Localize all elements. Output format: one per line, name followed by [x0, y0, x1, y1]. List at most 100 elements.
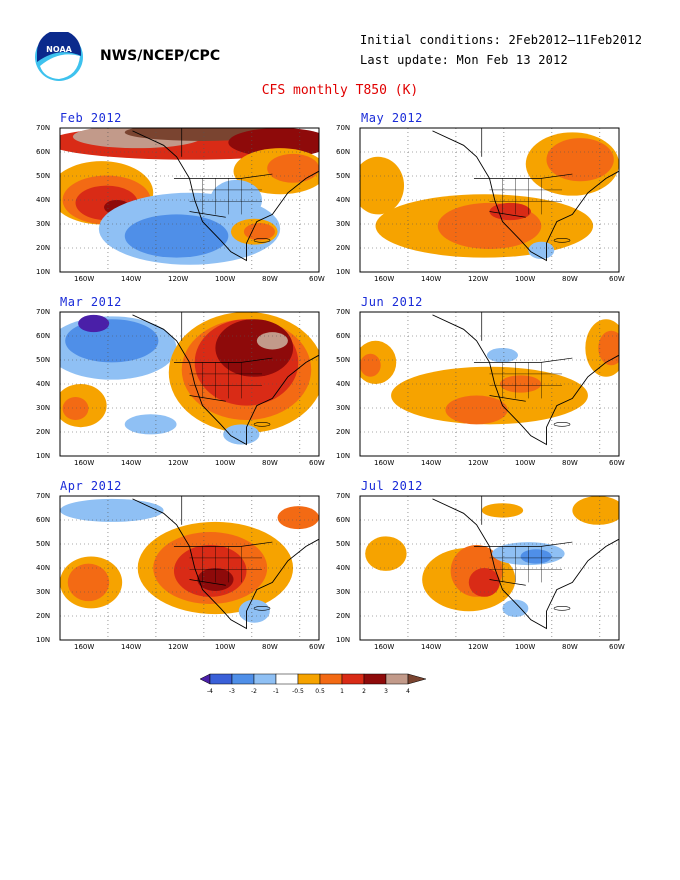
panel-title-may: May 2012	[361, 111, 423, 125]
anomaly-area	[223, 424, 260, 445]
lon-label: 120W	[468, 643, 489, 651]
lat-label: 30N	[336, 220, 351, 228]
anomaly-area	[267, 153, 319, 183]
legend-swatch	[385, 673, 409, 685]
panel-title-jun: Jun 2012	[361, 295, 423, 309]
last-update: Last update: Mon Feb 13 2012	[360, 53, 568, 67]
color-legend: -4 -3 -2 -1 -0.5 0.5 1 2 3 4	[200, 673, 427, 695]
panel-title-mar: Mar 2012	[60, 295, 122, 309]
legend-swatch	[363, 673, 387, 685]
anomaly-area	[360, 156, 405, 215]
lon-label: 140W	[421, 459, 442, 467]
anomaly-area	[360, 353, 381, 377]
legend-swatch	[297, 673, 321, 685]
lat-label: 40N	[36, 196, 51, 204]
legend-swatch	[341, 673, 365, 685]
lat-label: 40N	[336, 380, 351, 388]
lat-label: 30N	[36, 220, 51, 228]
lon-label: 140W	[421, 643, 442, 651]
legend-label: -0.5	[292, 688, 304, 695]
legend-label: -1	[273, 688, 279, 695]
lat-label: 30N	[36, 404, 51, 412]
anomaly-area	[502, 599, 529, 617]
lat-label: 60N	[336, 516, 351, 524]
lon-label: 140W	[121, 459, 142, 467]
lat-label: 20N	[336, 428, 351, 436]
svg-text:NOAA: NOAA	[46, 45, 72, 54]
anomaly-area	[598, 330, 619, 366]
anomaly-area	[489, 202, 531, 221]
anomaly-area	[365, 536, 407, 571]
coastline	[432, 314, 619, 446]
lat-label: 70N	[336, 492, 351, 500]
legend-swatch	[209, 673, 233, 685]
anomaly-area	[520, 549, 552, 564]
map-panel-apr	[59, 495, 320, 641]
anomaly-area	[277, 506, 319, 530]
coastline	[132, 314, 319, 446]
anomaly-area	[243, 223, 275, 241]
panel-title-apr: Apr 2012	[60, 479, 122, 493]
lon-label: 120W	[468, 459, 489, 467]
lon-label: 80W	[262, 275, 278, 283]
lat-label: 10N	[336, 452, 351, 460]
noaa-logo: NOAA	[35, 32, 83, 81]
lon-label: 140W	[121, 275, 142, 283]
lat-label: 20N	[36, 612, 51, 620]
coastline	[132, 130, 319, 262]
lat-label: 60N	[36, 516, 51, 524]
lat-label: 50N	[36, 172, 51, 180]
legend-label: -2	[251, 688, 257, 695]
lon-label: 60W	[609, 275, 625, 283]
legend-label: 4	[406, 688, 410, 695]
lon-label: 160W	[74, 459, 95, 467]
lat-label: 40N	[336, 196, 351, 204]
lon-label: 60W	[609, 459, 625, 467]
lon-label: 120W	[468, 275, 489, 283]
map-panel-feb	[59, 127, 320, 273]
lat-label: 30N	[36, 588, 51, 596]
coastline	[432, 130, 619, 262]
legend-swatch	[275, 673, 299, 685]
lat-label: 60N	[336, 148, 351, 156]
lat-label: 10N	[336, 268, 351, 276]
anomaly-area	[572, 496, 619, 525]
lon-label: 80W	[262, 643, 278, 651]
lat-label: 40N	[336, 564, 351, 572]
map-panel-jun	[359, 311, 620, 457]
lon-label: 120W	[168, 643, 189, 651]
lat-label: 10N	[36, 268, 51, 276]
legend-swatch	[319, 673, 343, 685]
anomaly-area	[481, 503, 524, 518]
coastline	[132, 498, 319, 630]
lon-label: 80W	[562, 643, 578, 651]
lon-label: 60W	[309, 643, 325, 651]
lat-label: 70N	[336, 308, 351, 316]
lat-label: 10N	[336, 636, 351, 644]
lat-label: 50N	[36, 540, 51, 548]
legend-swatch	[253, 673, 277, 685]
map-panel-mar	[59, 311, 320, 457]
legend-label: 1	[340, 688, 344, 695]
lon-label: 140W	[121, 643, 142, 651]
anomaly-area	[468, 568, 500, 597]
legend-label: 2	[362, 688, 366, 695]
lon-label: 100W	[215, 643, 236, 651]
page-title: CFS monthly T850 (K)	[261, 83, 419, 98]
lon-label: 100W	[515, 643, 536, 651]
anomaly-area	[215, 319, 294, 377]
lon-label: 160W	[374, 643, 395, 651]
lon-label: 160W	[74, 643, 95, 651]
initial-conditions: Initial conditions: 2Feb2012–11Feb2012	[360, 33, 643, 47]
anomaly-area	[78, 314, 110, 333]
lon-label: 160W	[374, 275, 395, 283]
panel-title-feb: Feb 2012	[60, 111, 122, 125]
lat-label: 50N	[336, 540, 351, 548]
lat-label: 70N	[336, 124, 351, 132]
anomaly-area	[67, 563, 110, 602]
lon-label: 100W	[215, 275, 236, 283]
anomaly-area	[546, 138, 614, 182]
organization-label: NWS/NCEP/CPC	[100, 48, 221, 64]
coastline	[432, 498, 619, 630]
lat-label: 60N	[36, 332, 51, 340]
